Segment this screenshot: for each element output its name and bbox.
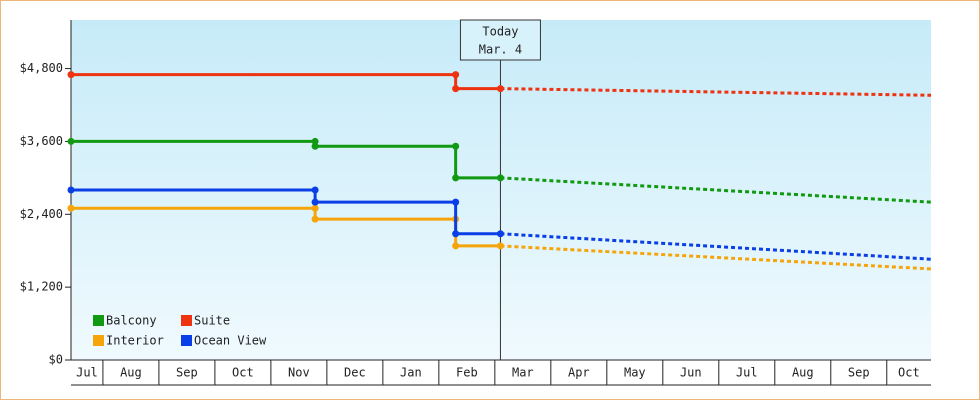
legend-label: Suite (194, 314, 230, 328)
legend-swatch (93, 335, 104, 346)
marker (311, 137, 319, 145)
marker (452, 174, 460, 182)
marker (311, 215, 319, 223)
x-tick-label: Nov (288, 366, 310, 380)
marker (496, 174, 504, 182)
x-tick-label: Aug (120, 366, 142, 380)
x-tick-label: Sep (848, 366, 870, 380)
y-tick-label: $0 (49, 353, 63, 367)
marker (67, 186, 75, 194)
legend-swatch (93, 315, 104, 326)
x-tick-label: Sep (176, 366, 198, 380)
marker (452, 142, 460, 150)
legend-label: Balcony (106, 314, 157, 328)
x-tick-label: Jan (400, 366, 422, 380)
x-tick-label: Oct (232, 366, 254, 380)
forecast-line (500, 244, 932, 271)
marker (311, 198, 319, 206)
marker (452, 242, 460, 250)
marker (311, 186, 319, 194)
legend-swatch (181, 335, 192, 346)
y-tick-label: $3,600 (20, 134, 63, 148)
x-tick-label: Dec (344, 366, 366, 380)
marker (67, 71, 75, 79)
marker (496, 242, 504, 250)
x-tick-label: Oct (898, 366, 920, 380)
x-tick-label: Jul (736, 366, 758, 380)
marker (452, 230, 460, 238)
marker (311, 204, 319, 212)
marker (311, 142, 319, 150)
marker (452, 71, 460, 79)
x-tick-label: Mar (512, 366, 534, 380)
marker (452, 198, 460, 206)
marker (67, 204, 75, 212)
today-box (459, 19, 541, 61)
marker (496, 85, 504, 93)
legend-label: Interior (106, 334, 164, 348)
marker (67, 137, 75, 145)
today-label: Mar. 4 (479, 43, 522, 57)
legend-label: Ocean View (194, 334, 267, 348)
y-tick-label: $1,200 (20, 280, 63, 294)
y-tick-label: $2,400 (20, 207, 63, 221)
legend-swatch (181, 315, 192, 326)
x-tick-label: Jul (76, 366, 98, 380)
forecast-line (500, 87, 932, 97)
x-tick-label: Apr (568, 366, 590, 380)
forecast-line (500, 176, 932, 204)
today-label: Today (482, 25, 518, 39)
x-tick-label: Aug (792, 366, 814, 380)
marker (496, 230, 504, 238)
x-tick-label: Feb (456, 366, 478, 380)
x-tick-label: Jun (680, 366, 702, 380)
x-tick-label: May (624, 366, 646, 380)
forecast-line (500, 232, 932, 261)
marker (452, 85, 460, 93)
y-tick-label: $4,800 (20, 61, 63, 75)
